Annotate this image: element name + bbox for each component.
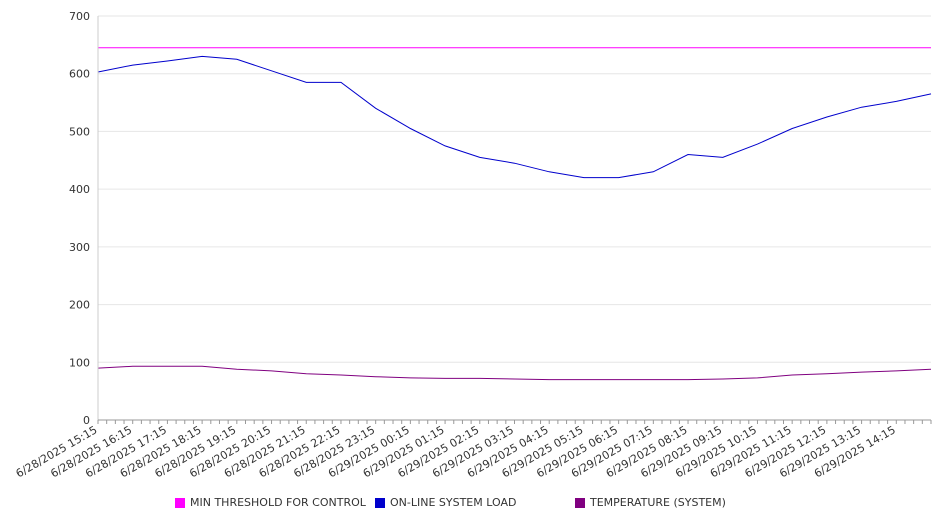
y-tick-label: 600: [69, 68, 90, 81]
legend: MIN THRESHOLD FOR CONTROL ON-LINE SYSTEM …: [0, 496, 946, 516]
y-tick-label: 400: [69, 183, 90, 196]
legend-label: ON-LINE SYSTEM LOAD: [390, 496, 517, 509]
y-axis-ticks: 0 100 200 300 400 500 600 700: [69, 10, 90, 427]
legend-item: ON-LINE SYSTEM LOAD: [375, 496, 516, 509]
legend-label: MIN THRESHOLD FOR CONTROL: [190, 496, 366, 509]
legend-label: TEMPERATURE (SYSTEM): [590, 496, 726, 509]
series-lines: [97, 47, 932, 381]
series-line: [97, 55, 932, 179]
y-tick-label: 300: [69, 241, 90, 254]
legend-swatch: [175, 497, 185, 508]
grid-lines: [98, 15, 931, 421]
y-tick-label: 100: [69, 356, 90, 369]
axes: [97, 16, 932, 424]
legend-swatch: [375, 497, 385, 508]
legend-swatch: [575, 497, 585, 508]
y-tick-label: 200: [69, 299, 90, 312]
y-tick-label: 700: [69, 10, 90, 23]
series-line: [97, 365, 932, 381]
y-tick-label: 0: [83, 414, 90, 427]
x-axis-ticks: 6/28/2025 15:156/28/2025 16:156/28/2025 …: [14, 423, 898, 480]
y-tick-label: 500: [69, 125, 90, 138]
legend-item: MIN THRESHOLD FOR CONTROL: [175, 496, 366, 509]
legend-item: TEMPERATURE (SYSTEM): [575, 496, 726, 509]
